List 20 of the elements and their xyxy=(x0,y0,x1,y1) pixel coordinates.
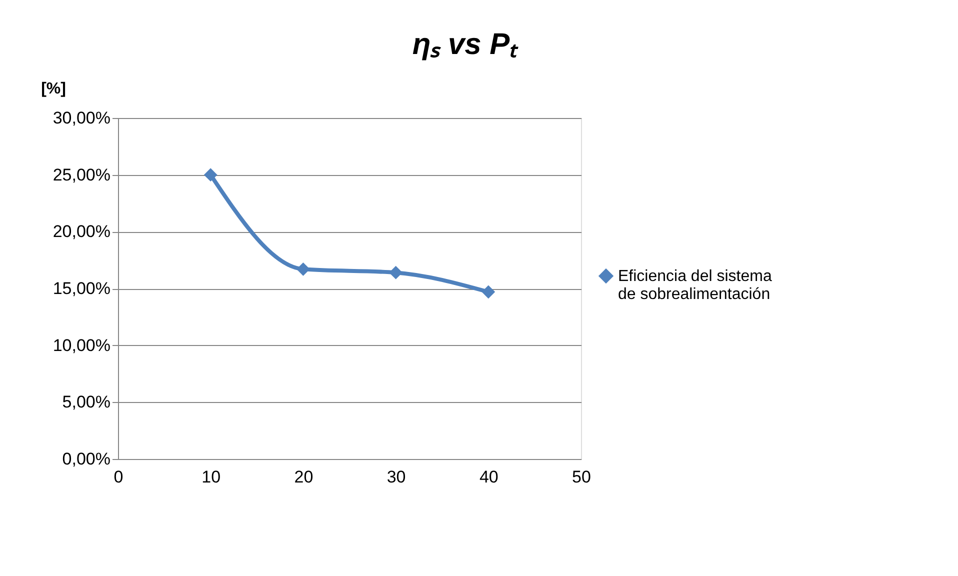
x-tick-label: 30 xyxy=(386,468,406,486)
y-tick-label: 25,00% xyxy=(52,165,110,184)
chart-title: ηₛ vs Pₜ xyxy=(412,28,519,61)
x-tick-label: 0 xyxy=(114,468,124,486)
x-tick-label: 50 xyxy=(572,468,591,486)
y-tick-label: 15,00% xyxy=(52,279,110,298)
x-tick-label: 10 xyxy=(202,468,221,486)
y-tick-label: 10,00% xyxy=(52,336,110,355)
point xyxy=(389,266,403,280)
y-axis-title: [%] xyxy=(41,80,66,98)
legend-label: Eficiencia del sistema de sobrealimentación xyxy=(618,268,772,303)
y-tick-label: 0,00% xyxy=(62,450,110,468)
point xyxy=(482,285,496,299)
point xyxy=(296,262,310,276)
y-tick-label: 5,00% xyxy=(62,392,110,412)
x-tick-label: 20 xyxy=(294,468,314,486)
y-tick-label: 20,00% xyxy=(52,222,110,242)
x-tick-label: 40 xyxy=(479,468,498,486)
point xyxy=(204,168,218,182)
y-tick-label: 30,00% xyxy=(52,108,110,128)
